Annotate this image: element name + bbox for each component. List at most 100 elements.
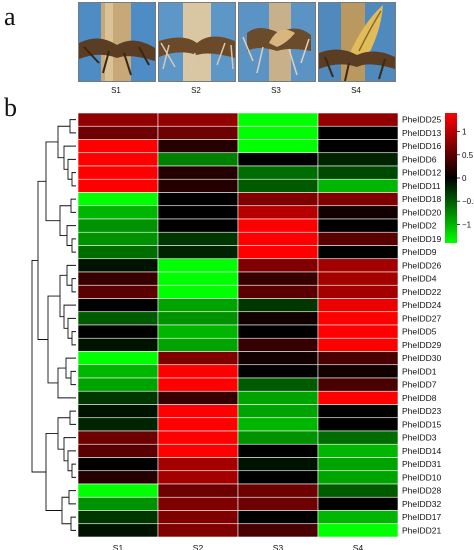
dendrogram-branch	[71, 172, 76, 187]
heatmap-cell	[157, 152, 239, 167]
heatmap-cell	[157, 311, 239, 326]
heatmap-cell	[237, 311, 319, 326]
row-label: PheIDD29	[402, 340, 441, 350]
heatmap-cell	[317, 390, 399, 405]
heatmap-cell	[77, 443, 159, 458]
heatmap-cell	[77, 152, 159, 167]
colorbar-tick-label: 1	[462, 128, 467, 137]
heatmap-cell	[237, 298, 319, 313]
heatmap-cell	[77, 112, 159, 127]
heatmap-cell	[157, 271, 239, 286]
row-label: PheIDD16	[402, 141, 441, 151]
row-label: PheIDD31	[402, 459, 441, 469]
heatmap-cell	[157, 178, 239, 193]
dendrogram-branch	[71, 278, 76, 293]
heatmap-cell	[237, 178, 319, 193]
row-label: PheIDD32	[402, 499, 441, 509]
column-label: S2	[193, 543, 204, 550]
heatmap-cell	[237, 284, 319, 299]
column-labels: S1 S2 S3 S4	[113, 543, 364, 550]
photo-label-s3: S3	[271, 86, 281, 95]
heatmap-cell	[157, 430, 239, 445]
heatmap-cell	[77, 430, 159, 445]
heatmap-cell	[317, 337, 399, 352]
heatmap-cell	[77, 377, 159, 392]
row-label: PheIDD3	[402, 433, 437, 443]
heatmap-cell	[157, 390, 239, 405]
heatmap-cell	[77, 404, 159, 419]
heatmap-cell	[317, 139, 399, 154]
photo-label-s1: S1	[111, 86, 121, 95]
heatmap-cell	[237, 457, 319, 472]
heatmap-cell	[237, 205, 319, 220]
heatmap-cell	[77, 165, 159, 180]
heatmap-cell	[77, 351, 159, 366]
row-label: PheIDD14	[402, 446, 441, 456]
heatmap-cell	[77, 510, 159, 525]
heatmap-cell	[77, 483, 159, 498]
heatmap-cell	[77, 457, 159, 472]
row-label: PheIDD13	[402, 128, 441, 138]
row-label: PheIDD19	[402, 234, 441, 244]
heatmap-cell	[317, 245, 399, 260]
row-label: PheIDD5	[402, 327, 437, 337]
heatmap-cell	[237, 271, 319, 286]
dendrogram-branch	[71, 238, 76, 253]
heatmap-cell	[157, 205, 239, 220]
heatmap-cell	[77, 258, 159, 273]
dendrogram-branch	[45, 433, 62, 511]
heatmap-cell	[317, 430, 399, 445]
row-label: PheIDD2	[402, 221, 437, 231]
heatmap-cell	[157, 258, 239, 273]
heatmap-cell	[157, 192, 239, 207]
row-labels: PheIDD25 PheIDD13 PheIDD16 PheIDD6 PheIDD12 P…	[402, 115, 441, 536]
heatmap-cell	[77, 245, 159, 260]
heatmap-cell	[237, 152, 319, 167]
heatmap-cell	[317, 192, 399, 207]
heatmap-cell	[157, 139, 239, 154]
row-label: PheIDD23	[402, 406, 441, 416]
heatmap-cell	[157, 218, 239, 233]
heatmap-cell	[317, 125, 399, 140]
heatmap-cell	[317, 271, 399, 286]
row-label: PheIDD11	[402, 181, 441, 191]
heatmap-cell	[317, 351, 399, 366]
heatmap-cell	[237, 139, 319, 154]
heatmap-cell	[157, 231, 239, 246]
row-label: PheIDD30	[402, 353, 441, 363]
heatmap-cell	[237, 125, 319, 140]
heatmap-cell	[317, 258, 399, 273]
heatmap-cell	[317, 443, 399, 458]
heatmap-cell	[237, 364, 319, 379]
dendrogram-branch	[71, 463, 76, 478]
dendrogram-branch	[57, 367, 76, 399]
heatmap-cell	[77, 178, 159, 193]
heatmap-cell	[77, 364, 159, 379]
colorbar: 1 0.5 0 −0.5 −1	[445, 113, 474, 243]
dendrogram-branch	[69, 119, 76, 134]
heatmap-cell	[157, 417, 239, 432]
row-label: PheIDD20	[402, 207, 441, 217]
row-label: PheIDD1	[402, 366, 437, 376]
dendrogram-branch	[70, 516, 76, 531]
heatmap-cell	[317, 284, 399, 299]
heatmap-cell	[237, 417, 319, 432]
heatmap-cell	[237, 337, 319, 352]
heatmap-cell	[317, 324, 399, 339]
heatmap-cell	[237, 351, 319, 366]
column-label: S3	[273, 543, 284, 550]
heatmap-cell	[157, 483, 239, 498]
dendrogram-branch	[61, 496, 71, 525]
heatmap-cell	[237, 404, 319, 419]
heatmap-cell	[317, 165, 399, 180]
dendrogram-branch	[59, 274, 67, 318]
dendrogram-branch	[66, 225, 76, 246]
heatmap-cell	[237, 523, 319, 538]
heatmap-cell	[317, 417, 399, 432]
row-label: PheIDD8	[402, 393, 437, 403]
heatmap-cell	[157, 298, 239, 313]
row-label: PheIDD10	[402, 472, 441, 482]
dendrogram-branch	[71, 331, 76, 346]
row-label: PheIDD18	[402, 194, 441, 204]
heatmap-cell	[157, 377, 239, 392]
